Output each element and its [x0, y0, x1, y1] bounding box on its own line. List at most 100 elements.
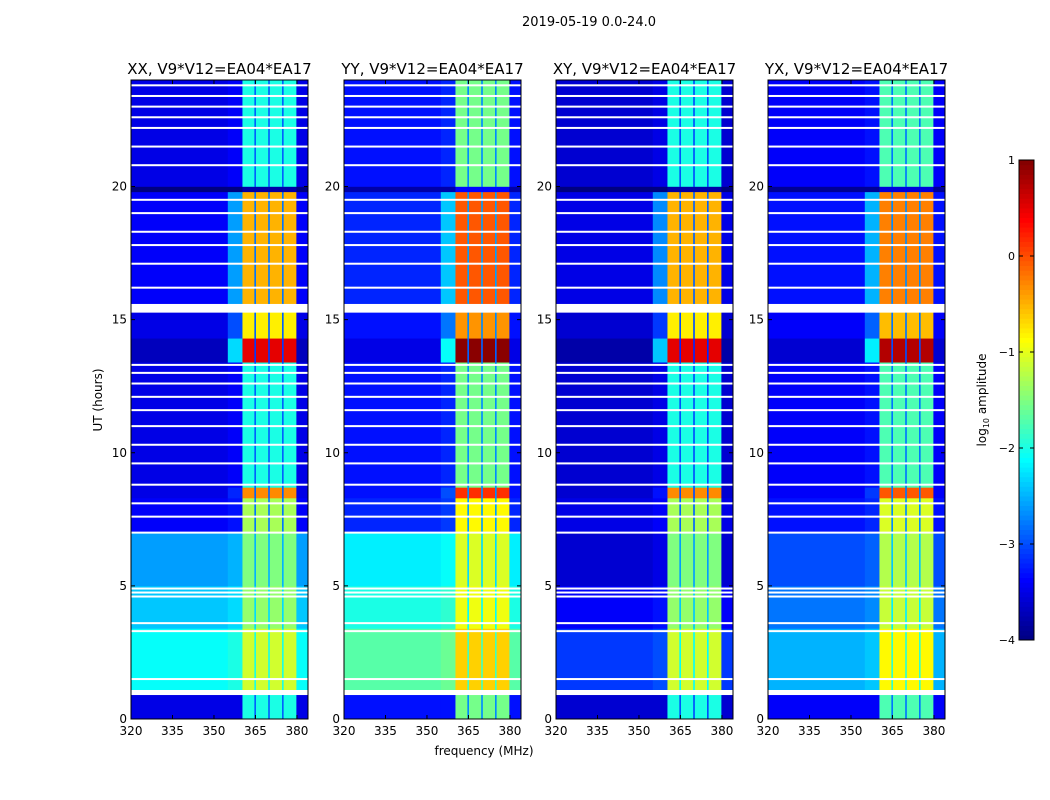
heatmap-cell: [482, 628, 496, 691]
heatmap-cell: [891, 695, 894, 720]
heatmap-cell: [495, 338, 497, 363]
heatmap-cell: [469, 695, 482, 720]
x-tick-label: 320: [757, 724, 780, 738]
heatmap-cell: [906, 695, 920, 720]
heatmap-cell: [679, 362, 682, 488]
y-tick-label: 0: [332, 712, 340, 726]
heatmap-cell: [467, 498, 470, 533]
panel-title: XY, V9*V12=EA04*EA17: [553, 60, 736, 78]
heatmap-cell: [933, 532, 946, 587]
flagged-row: [556, 212, 733, 215]
flagged-row: [131, 286, 308, 289]
x-tick-label: 380: [922, 724, 945, 738]
heatmap-cell: [693, 585, 696, 629]
y-axis-label: UT (hours): [91, 368, 105, 431]
heatmap-cell: [482, 362, 496, 488]
heatmap-cell: [905, 628, 908, 691]
heatmap-cell: [268, 311, 271, 339]
colorbar-segment: [1019, 452, 1034, 458]
heatmap-cell: [707, 311, 709, 339]
heatmap-cell: [254, 338, 257, 363]
heatmap-cell: [707, 532, 709, 587]
flagged-row: [556, 310, 733, 313]
colorbar-segment: [1019, 366, 1034, 372]
flagged-row: [768, 262, 945, 265]
flagged-row: [768, 531, 945, 534]
heatmap-cell: [708, 311, 722, 339]
flagged-row: [556, 502, 733, 505]
heatmap-cell: [469, 362, 482, 488]
colorbar-tick-label: 0: [1008, 250, 1015, 263]
colorbar-segment: [1019, 270, 1034, 276]
flagged-row: [556, 591, 733, 594]
flagged-row: [344, 443, 521, 446]
heatmap-cell: [481, 191, 484, 304]
heatmap-cell: [708, 498, 722, 533]
heatmap-cell: [694, 498, 708, 533]
colorbar-tick-label: −1: [999, 346, 1015, 359]
heatmap-cell: [269, 338, 283, 363]
flagged-row: [556, 531, 733, 534]
flagged-row: [344, 692, 521, 695]
flagged-row: [768, 84, 945, 87]
heatmap-cell: [481, 186, 484, 193]
x-tick-label: 335: [161, 724, 184, 738]
heatmap-cell: [652, 186, 668, 193]
flagged-row: [556, 363, 733, 366]
flagged-row: [131, 531, 308, 534]
flagged-row: [556, 587, 733, 590]
flagged-row: [344, 395, 521, 398]
heatmap-cell: [708, 628, 722, 691]
flagged-row: [556, 515, 733, 518]
colorbar-segment: [1019, 500, 1034, 506]
flagged-row: [131, 382, 308, 385]
heatmap-cell: [933, 80, 946, 187]
colorbar-segment: [1019, 616, 1034, 622]
heatmap-cell: [768, 80, 866, 187]
heatmap-cell: [344, 487, 442, 499]
colorbar-segment: [1019, 184, 1034, 190]
heatmap-cell: [242, 628, 255, 691]
colorbar-segment: [1019, 544, 1034, 550]
y-tick-label: 20: [112, 180, 127, 194]
flagged-row: [344, 371, 521, 374]
heatmap-cell: [282, 628, 284, 691]
colorbar-segment: [1019, 308, 1034, 314]
heatmap-cell: [283, 487, 297, 499]
heatmap-cell: [509, 191, 522, 304]
heatmap-cell: [227, 362, 243, 488]
flagged-row: [131, 164, 308, 167]
heatmap-cell: [707, 191, 709, 304]
heatmap-cell: [268, 191, 271, 304]
heatmap-cell: [509, 695, 522, 720]
flagged-row: [556, 692, 733, 695]
heatmap-cell: [242, 362, 255, 488]
flagged-row: [131, 105, 308, 108]
colorbar-segment: [1019, 337, 1034, 343]
heatmap-cell: [282, 338, 284, 363]
heatmap-cell: [768, 487, 866, 499]
heatmap-cell: [694, 338, 708, 363]
heatmap-cell: [467, 80, 470, 187]
colorbar-segment: [1019, 548, 1034, 554]
heatmap-cell: [919, 191, 921, 304]
colorbar-segment: [1019, 400, 1034, 406]
heatmap-cell: [269, 498, 283, 533]
heatmap-cell: [482, 338, 496, 363]
flagged-row: [131, 462, 308, 465]
heatmap-cell: [469, 487, 482, 499]
heatmap-cell: [667, 695, 680, 720]
heatmap-cell: [920, 532, 934, 587]
heatmap-cell: [906, 628, 920, 691]
heatmap-cell: [467, 487, 470, 499]
x-tick-label: 365: [457, 724, 480, 738]
colorbar-segment: [1019, 419, 1034, 425]
heatmap-cell: [721, 695, 734, 720]
heatmap-cell: [893, 362, 906, 488]
heatmap-cell: [495, 695, 497, 720]
heatmap-cell: [707, 487, 709, 499]
heatmap-cell: [556, 311, 654, 339]
heatmap-cell: [467, 362, 470, 488]
colorbar-segment: [1019, 342, 1034, 348]
heatmap-cell: [296, 532, 309, 587]
